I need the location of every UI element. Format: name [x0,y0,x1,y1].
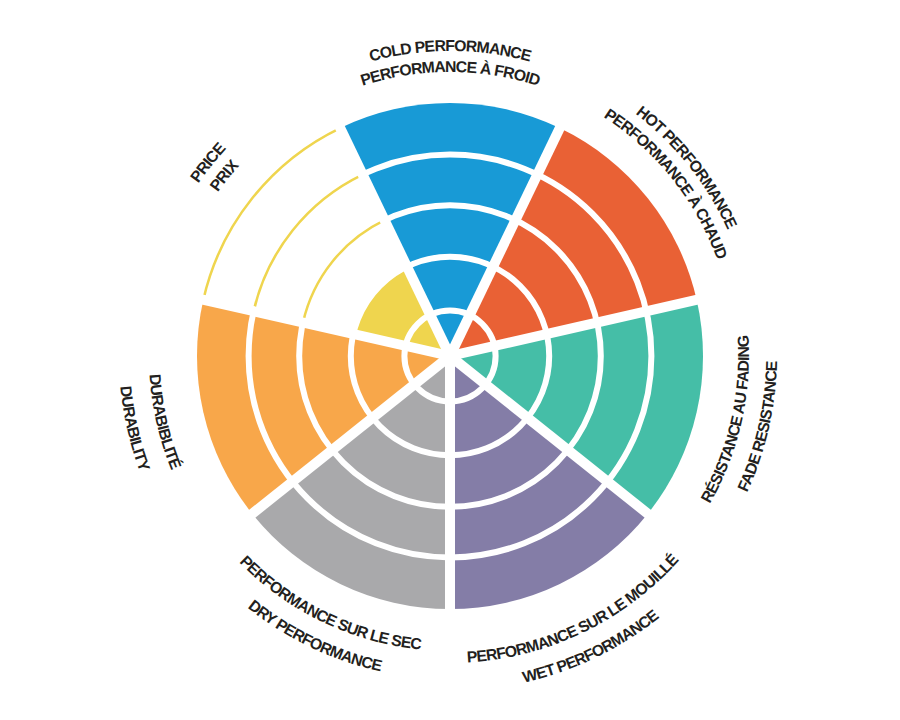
label-cold-performance-line2: PERFORMANCE À FROID [358,58,542,89]
label-durability-line2: DURABILITY [117,385,153,474]
label-durability-line1: DURABIBLITÉ [147,373,186,471]
performance-wheel-chart: COLD PERFORMANCEPERFORMANCE À FROIDHOT P… [0,0,900,720]
performance-wheel-page: COLD PERFORMANCEPERFORMANCE À FROIDHOT P… [0,0,900,720]
